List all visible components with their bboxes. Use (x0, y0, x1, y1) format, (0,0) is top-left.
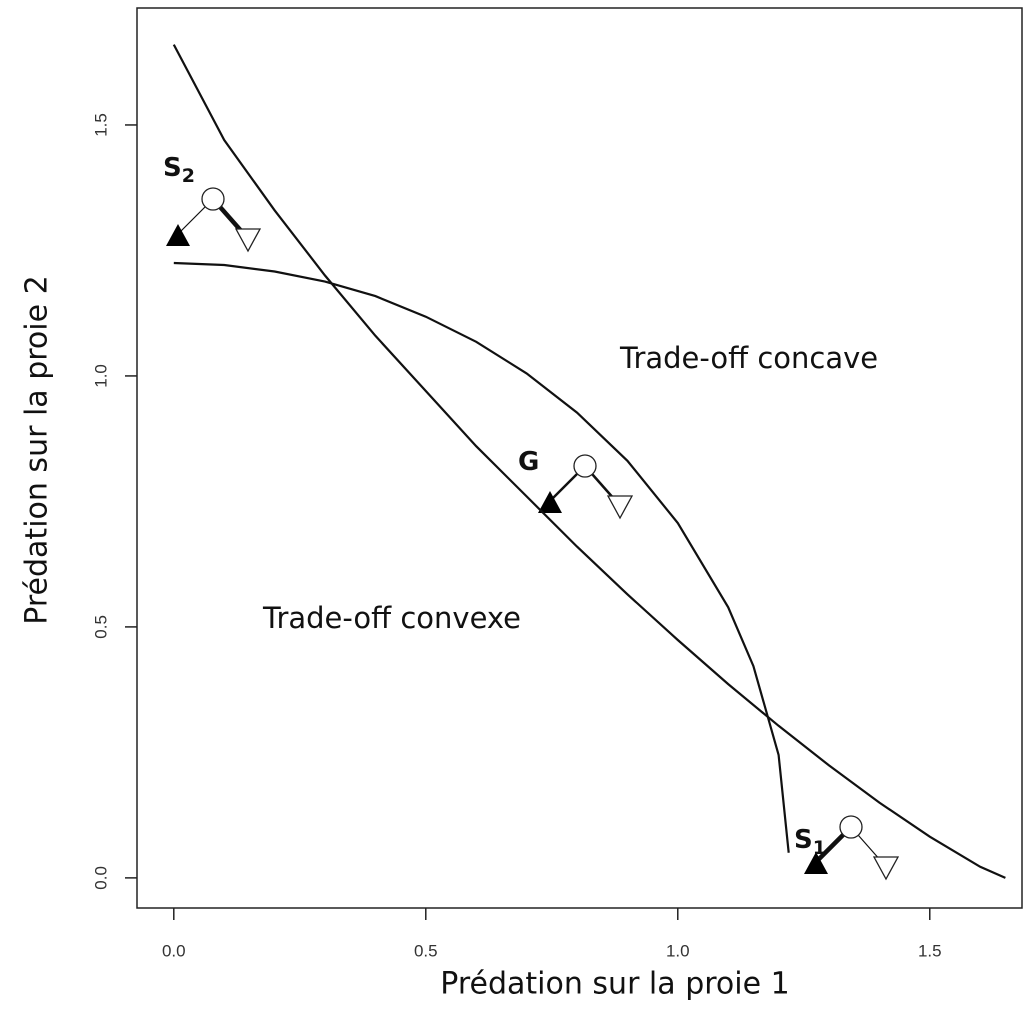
prey-1 (538, 491, 562, 513)
predator (839, 815, 863, 839)
prey-2 (606, 495, 634, 520)
y-tick-label: 1.5 (91, 113, 110, 137)
x-tick-label: 1.0 (666, 941, 690, 960)
y-tick-label: 0.5 (91, 615, 110, 639)
annotation: G (518, 447, 539, 477)
x-tick-label: 1.5 (918, 941, 942, 960)
annotation: S2 (163, 153, 195, 187)
x-tick-label: 0.0 (162, 941, 186, 960)
annotation-subscript: 2 (182, 165, 195, 187)
annotation-text: Trade-off concave (619, 341, 878, 375)
annotation-text: S (163, 153, 182, 183)
annotation: S1 (794, 825, 826, 859)
food-web-icons (166, 187, 900, 881)
trade-off-curve (173, 261, 790, 853)
plot-frame (136, 7, 1023, 909)
annotation-text: G (518, 447, 539, 477)
predator (201, 187, 225, 211)
prey-2 (234, 228, 262, 253)
x-axis-label: Prédation sur la proie 1 (440, 967, 789, 1002)
y-tick-label: 1.0 (91, 364, 110, 388)
annotation: Trade-off convexe (262, 601, 521, 635)
annotation: Trade-off concave (619, 341, 878, 375)
y-tick-label: 0.0 (91, 866, 110, 890)
prey-1 (804, 852, 828, 874)
predator (573, 454, 597, 478)
annotation-text: Trade-off convexe (262, 601, 521, 635)
trade-off-curve (172, 44, 1006, 879)
prey-2 (872, 856, 900, 881)
prey-1 (166, 224, 190, 246)
x-tick-label: 0.5 (414, 941, 438, 960)
y-axis-label: Prédation sur la proie 2 (20, 275, 55, 624)
annotation-text: S (794, 825, 813, 855)
annotation-subscript: 1 (813, 837, 826, 859)
